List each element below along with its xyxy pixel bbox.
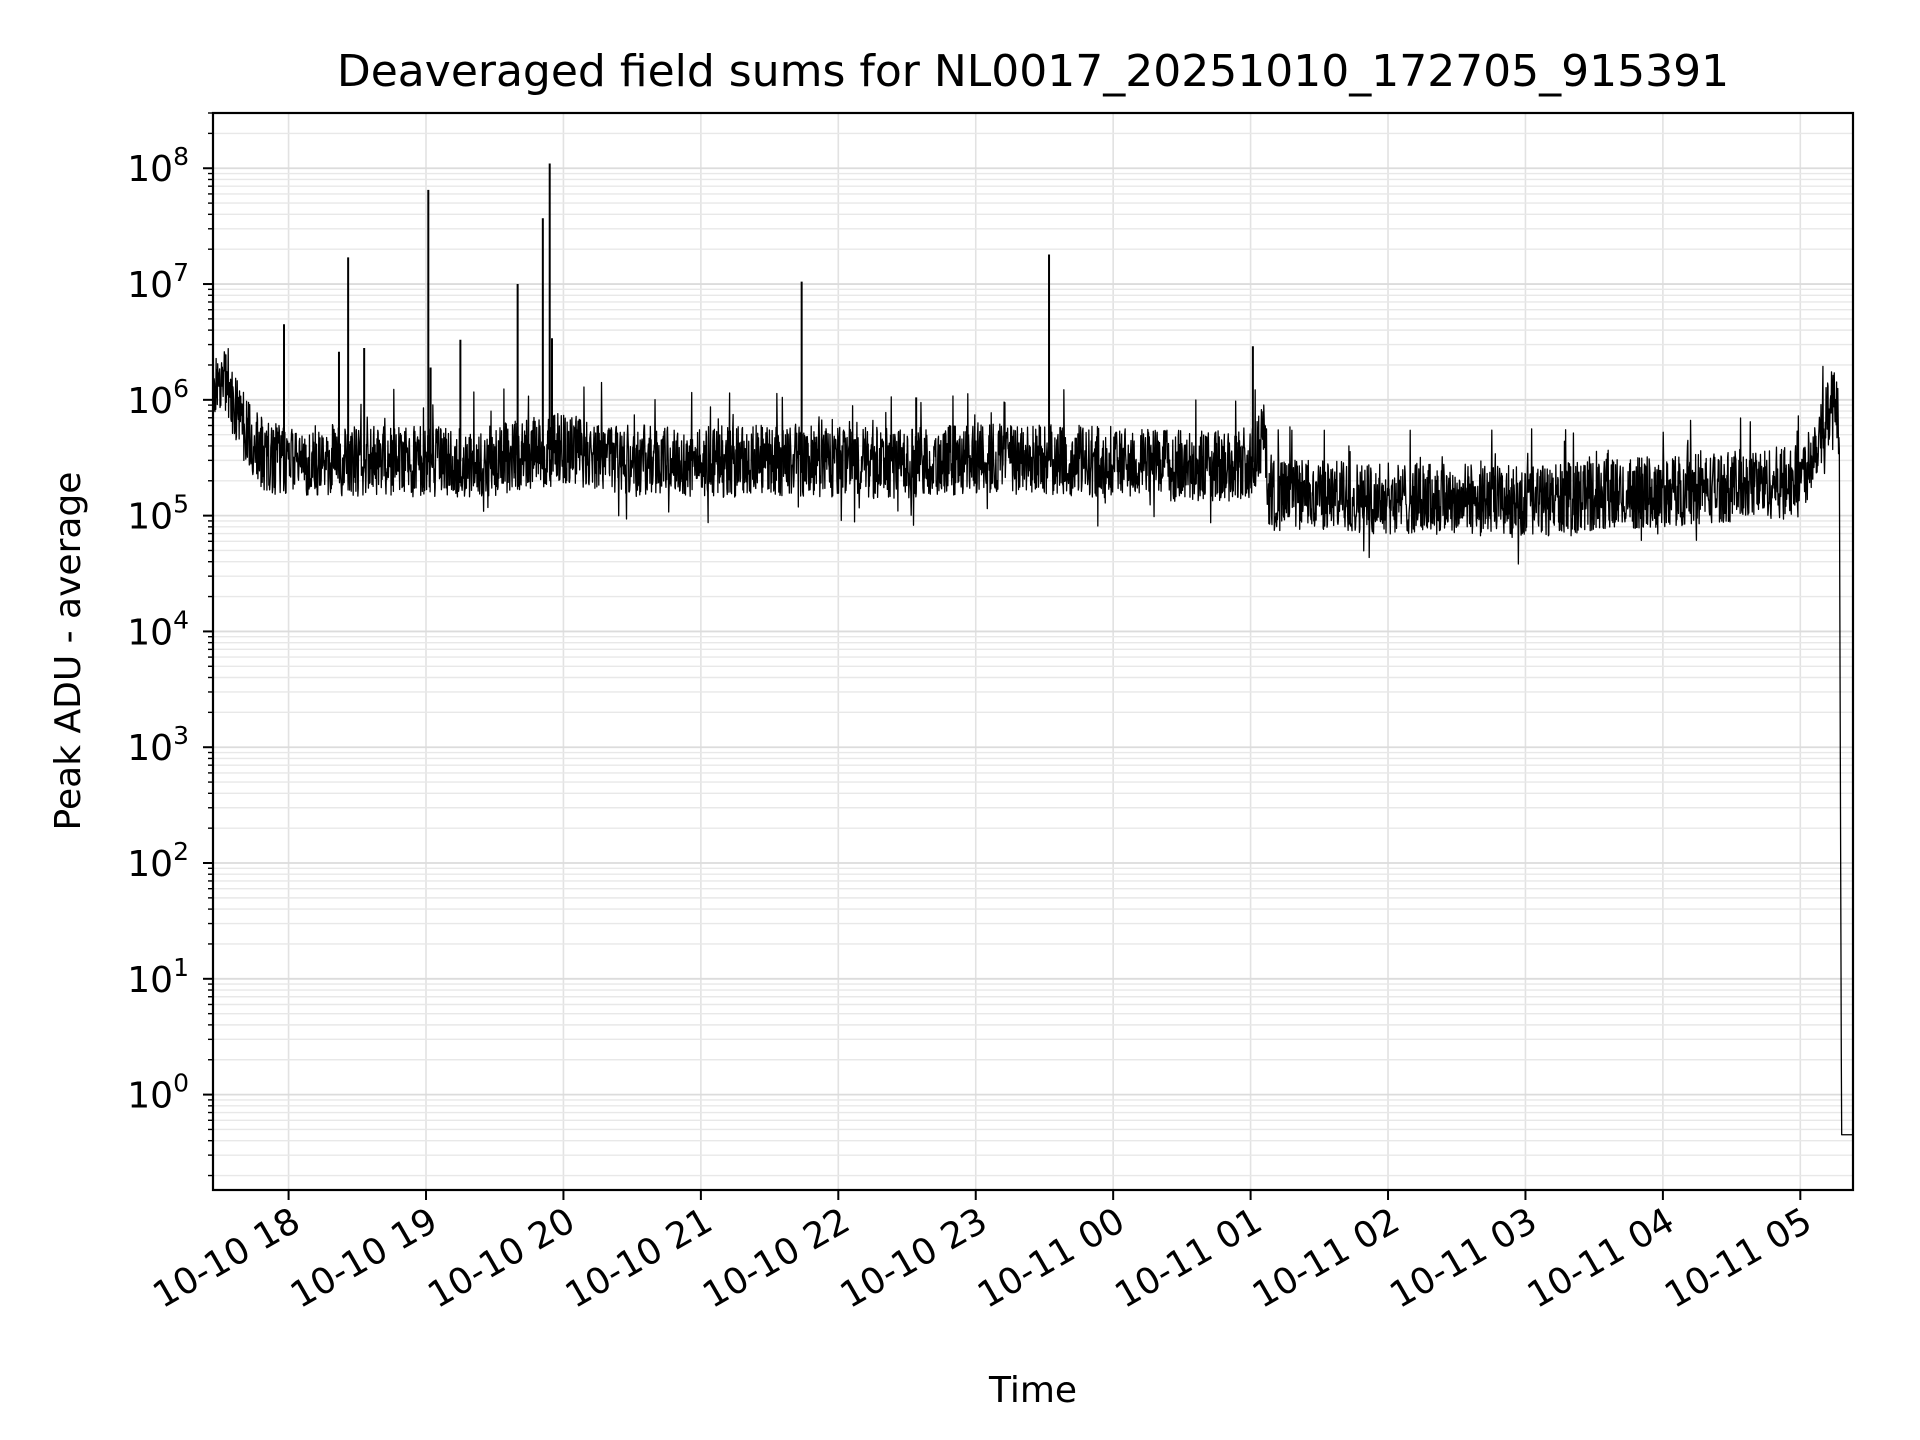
- plot-frame: [211, 111, 1855, 1192]
- y-tick-label: 101: [127, 953, 189, 1001]
- y-tick-label: 102: [127, 837, 189, 885]
- y-tick-label: 104: [127, 605, 189, 653]
- y-tick-label: 105: [127, 490, 189, 538]
- y-tick-label: 108: [127, 142, 189, 190]
- y-axis-label: Peak ADU - average: [48, 472, 89, 831]
- data-layer: [212, 163, 1854, 1136]
- y-tick-label: 103: [127, 721, 189, 769]
- x-axis-label: Time: [988, 1370, 1077, 1411]
- y-tick-label: 107: [127, 258, 189, 306]
- grid-layer: [213, 112, 1853, 1190]
- y-tick-label: 106: [127, 374, 189, 422]
- chart-title: Deaveraged field sums for NL0017_2025101…: [337, 46, 1729, 97]
- y-tick-label: 100: [127, 1069, 189, 1117]
- series-line: [212, 348, 1854, 1136]
